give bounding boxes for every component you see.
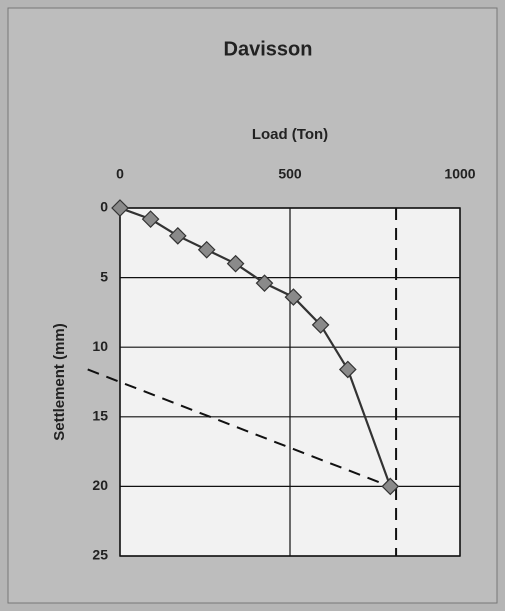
marker: [111, 199, 129, 217]
marker: [255, 274, 274, 293]
x-tick-label: 1000: [444, 166, 475, 182]
x-tick-label: 0: [116, 166, 124, 182]
y-tick-label: 0: [100, 199, 108, 215]
series-line: [119, 206, 392, 487]
y-axis-label: Settlement (mm): [51, 323, 68, 441]
marker: [311, 316, 330, 334]
y-tick-label: 20: [92, 477, 108, 493]
marker: [284, 288, 303, 306]
x-axis-label: Load (Ton): [252, 126, 328, 143]
marker: [338, 360, 357, 379]
x-tick-label: 500: [278, 166, 302, 182]
marker: [381, 477, 400, 496]
marker: [197, 240, 216, 259]
y-tick-label: 25: [92, 547, 108, 563]
dashed-line: [87, 368, 391, 488]
y-tick-label: 15: [92, 408, 108, 424]
chart-title: Davisson: [224, 38, 313, 60]
marker: [141, 210, 160, 228]
marker: [226, 254, 245, 273]
y-tick-label: 5: [100, 268, 108, 284]
y-tick-label: 10: [92, 338, 108, 354]
marker: [168, 226, 187, 245]
